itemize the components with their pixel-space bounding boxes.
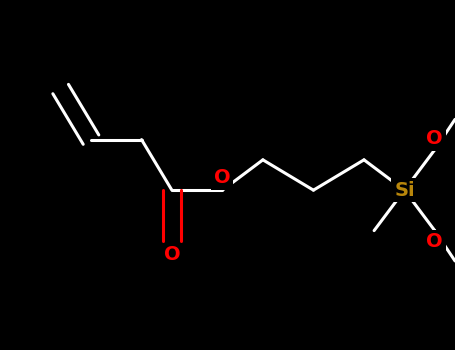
Text: O: O — [426, 129, 443, 148]
Text: Si: Si — [394, 181, 415, 199]
Text: O: O — [164, 245, 180, 264]
Text: O: O — [426, 232, 443, 251]
Text: O: O — [214, 168, 231, 187]
